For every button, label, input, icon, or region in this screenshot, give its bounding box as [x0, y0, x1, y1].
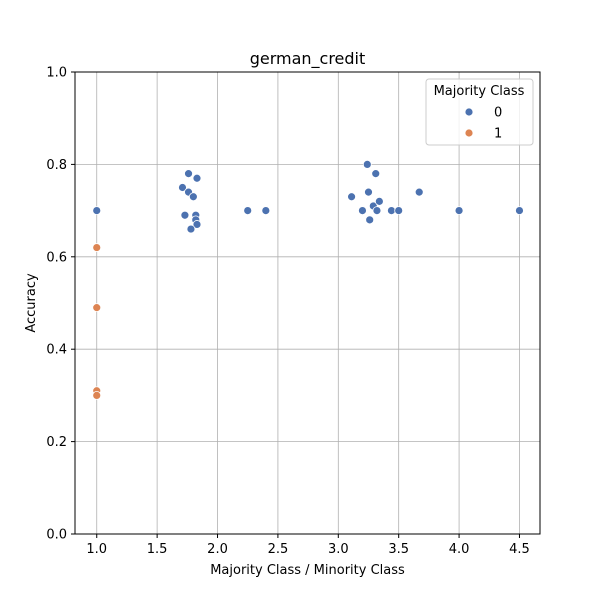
data-point-class-0	[387, 206, 396, 216]
data-point-class-0	[362, 159, 372, 169]
axes-frame	[74, 71, 541, 535]
grid	[75, 71, 540, 535]
data-point-class-0	[347, 192, 356, 202]
y-tick-label: 1.0	[46, 66, 67, 81]
data-point-class-0	[515, 206, 524, 216]
x-tick-label: 3.0	[328, 542, 349, 557]
x-tick-label: 2.0	[207, 542, 228, 557]
y-axis-ticks: 0.0 0.2 0.4 0.6 0.8 1.0	[46, 66, 75, 543]
x-tick-label: 1.5	[147, 542, 168, 557]
x-tick-label: 4.0	[449, 542, 470, 557]
data-point-class-0	[186, 224, 196, 234]
data-point-class-0	[178, 183, 187, 192]
legend-label-1: 1	[494, 127, 502, 142]
data-point-class-0	[454, 206, 464, 216]
legend-label-0: 0	[494, 106, 502, 121]
data-point-class-0	[374, 196, 384, 206]
legend-entries: 01	[464, 106, 502, 142]
data-point-class-0	[372, 206, 382, 216]
y-tick-label: 0.2	[46, 435, 67, 450]
chart-title: german_credit	[250, 49, 366, 69]
legend-marker-1	[464, 128, 474, 138]
y-tick-label: 0.4	[46, 343, 67, 358]
legend-box	[425, 78, 534, 146]
data-point-class-0	[364, 187, 373, 197]
data-point-class-0	[243, 206, 253, 216]
x-tick-label: 2.5	[268, 542, 289, 557]
data-point-class-0	[371, 169, 381, 179]
data-point-class-1	[92, 243, 102, 252]
data-point-class-1	[92, 303, 102, 313]
data-points	[92, 159, 524, 400]
data-point-class-1	[92, 390, 102, 400]
x-tick-label: 1.0	[86, 542, 107, 557]
x-axis-label: Majority Class / Minority Class	[210, 563, 405, 578]
data-point-class-0	[358, 206, 367, 216]
x-tick-label: 3.5	[388, 542, 409, 557]
data-point-class-0	[261, 206, 271, 216]
y-axis-label: Accuracy	[24, 273, 39, 333]
data-point-class-0	[192, 173, 202, 183]
data-point-class-0	[92, 206, 102, 216]
legend-title: Majority Class	[434, 84, 525, 99]
data-point-class-0	[188, 192, 198, 202]
plot-area	[75, 72, 540, 534]
x-axis-ticks: 1.0 1.5 2.0 2.5 3.0 3.5 4.0 4.5	[86, 534, 530, 557]
legend: Majority Class 01	[425, 78, 534, 146]
y-tick-label: 0.6	[46, 250, 67, 265]
data-point-class-0	[365, 215, 375, 225]
data-point-class-0	[414, 187, 424, 197]
y-tick-label: 0.0	[46, 528, 67, 543]
data-point-class-0	[394, 206, 404, 216]
legend-marker-0	[464, 107, 474, 117]
x-tick-label: 4.5	[509, 542, 530, 557]
y-tick-label: 0.8	[46, 158, 67, 173]
data-point-class-0	[180, 210, 190, 220]
data-point-class-0	[192, 220, 202, 229]
data-point-class-0	[184, 169, 193, 179]
